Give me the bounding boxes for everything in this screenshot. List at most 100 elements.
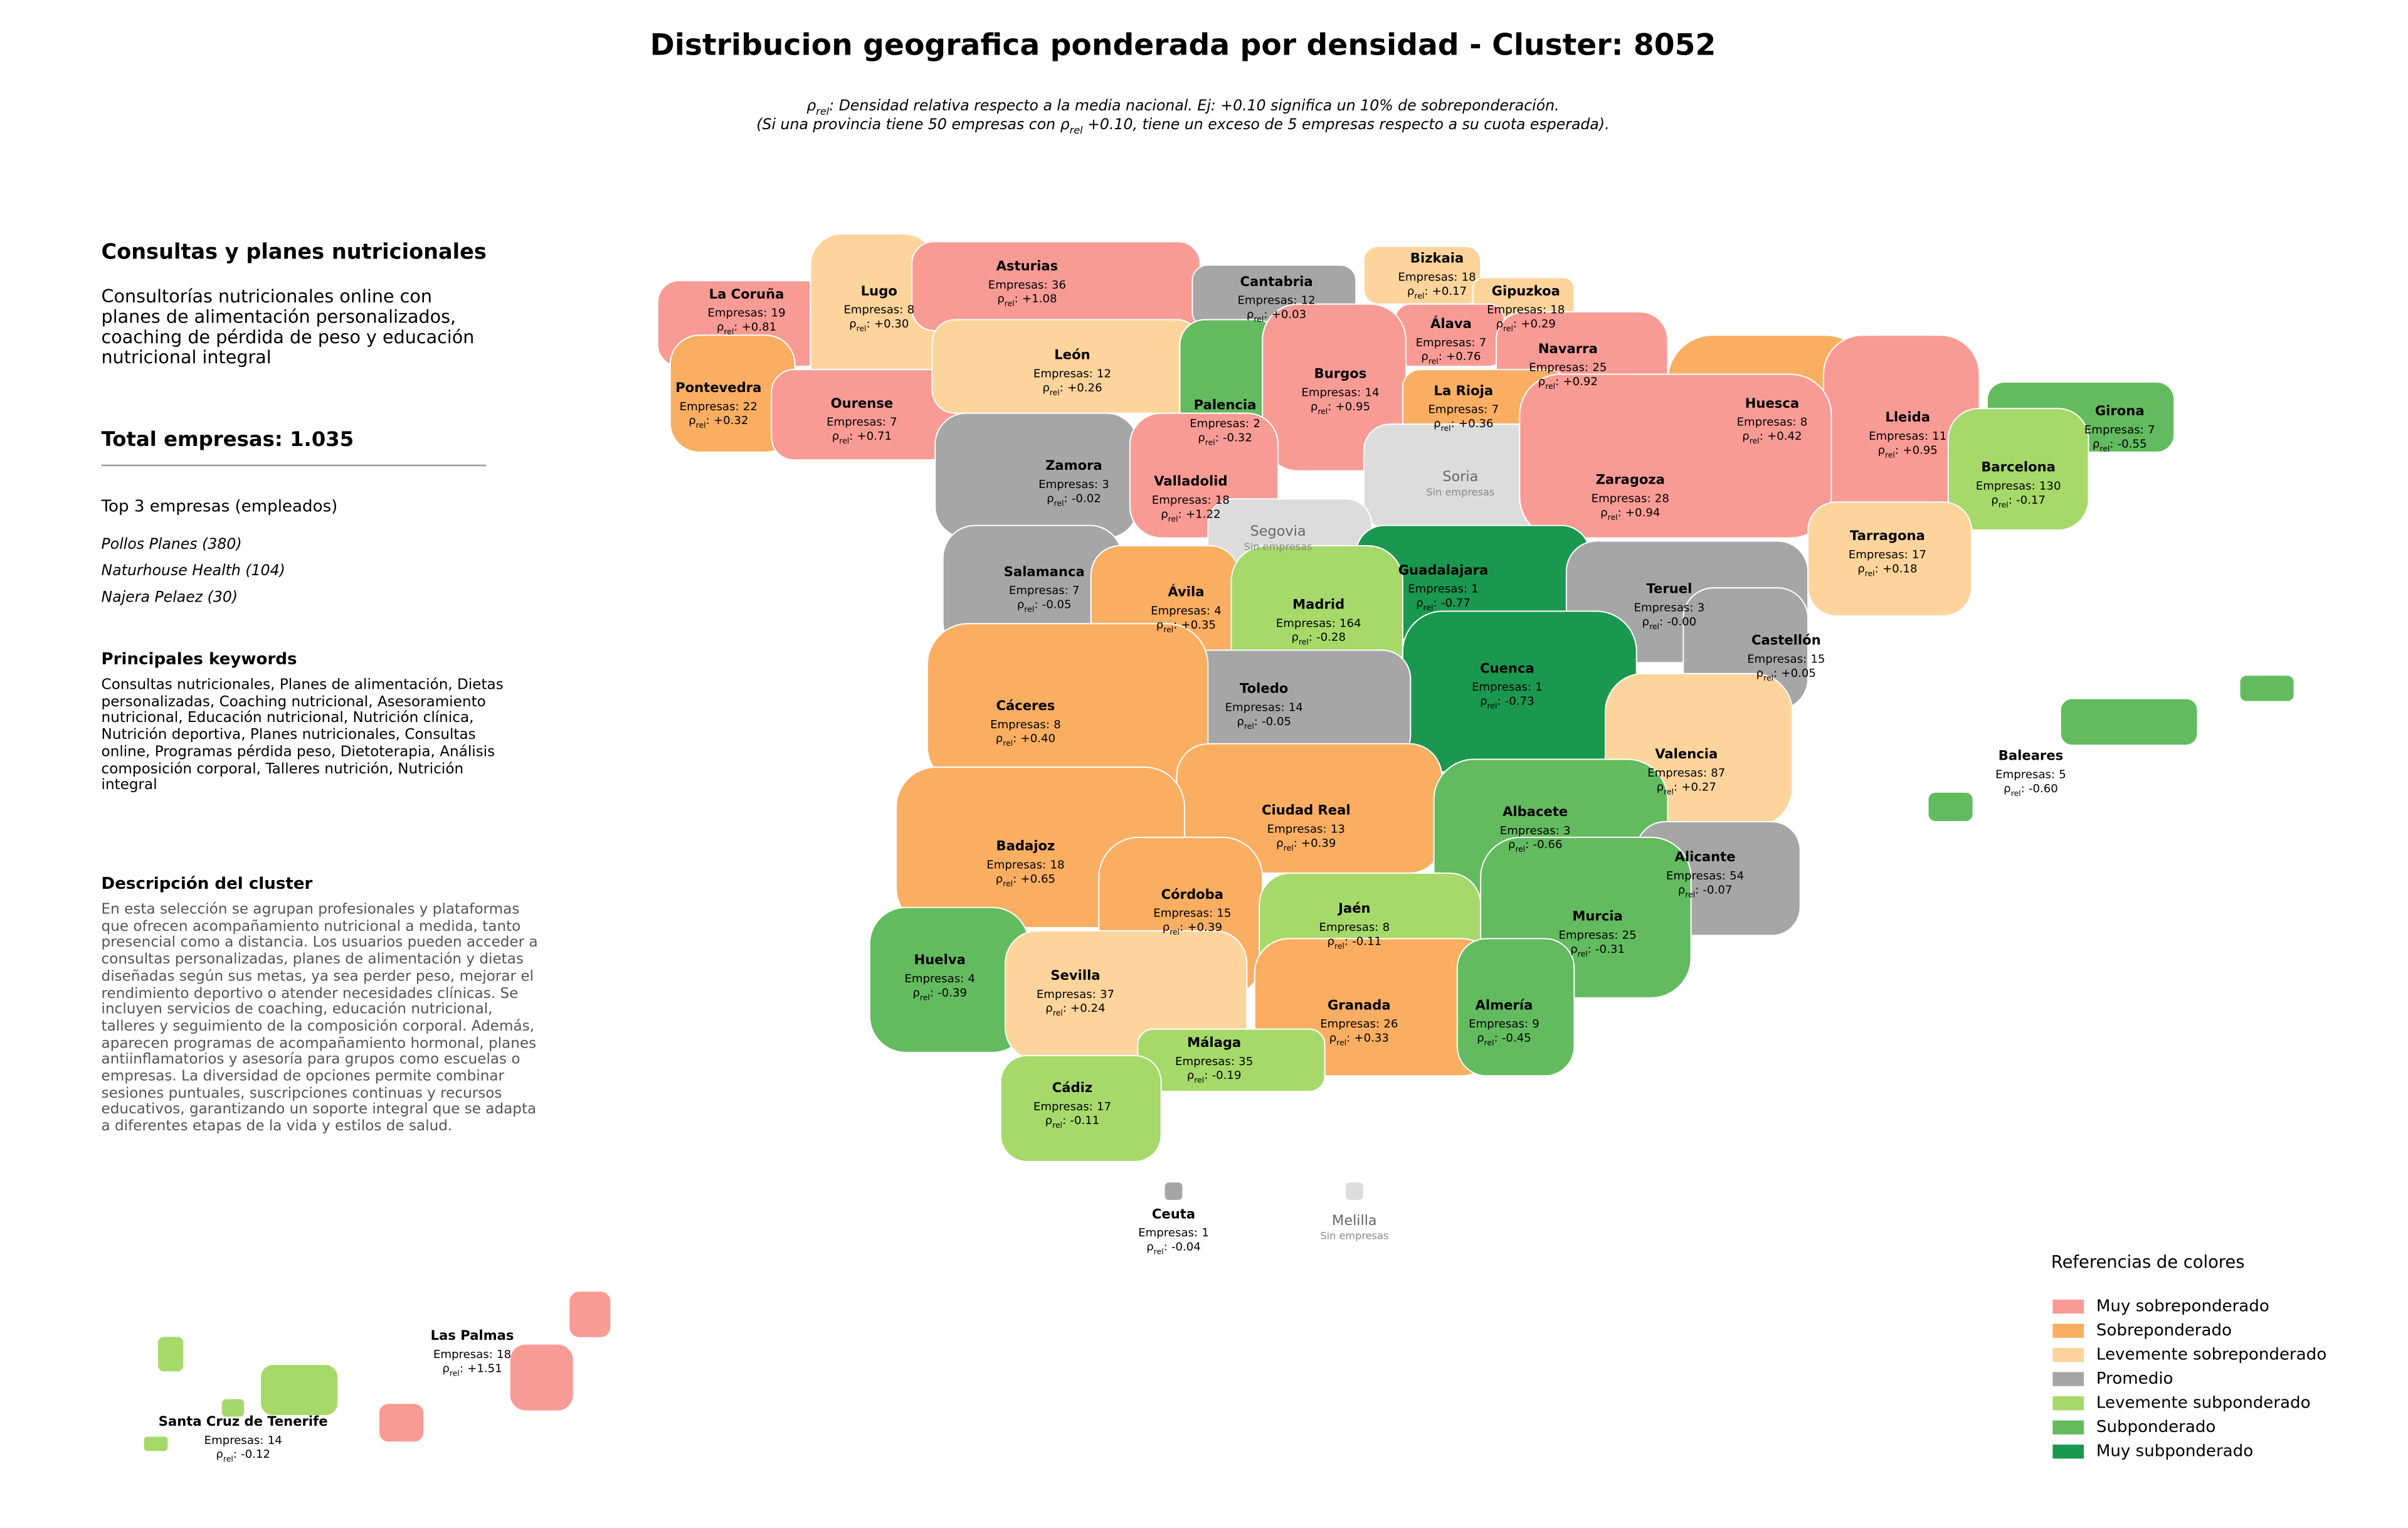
legend-label: Levemente sobreponderado bbox=[2096, 1345, 2326, 1364]
rho-separator: : bbox=[1180, 921, 1183, 934]
rho-label: ρrel: +0.24 bbox=[1045, 1002, 1105, 1017]
rho-symbol: ρ bbox=[216, 1448, 223, 1461]
empresas-count: 36 bbox=[1052, 279, 1066, 292]
empresas-count: 1 bbox=[1201, 1226, 1209, 1239]
rho-separator: : bbox=[1015, 292, 1018, 305]
rho-sub: rel bbox=[1334, 941, 1344, 950]
empresas-count: 87 bbox=[1711, 767, 1725, 780]
rho-label: ρrel: -0.11 bbox=[1045, 1114, 1100, 1130]
rho-separator: : bbox=[2110, 437, 2113, 450]
empresas-count: 22 bbox=[743, 400, 758, 413]
rho-value: +0.71 bbox=[857, 430, 892, 443]
empresas-label: Empresas: 22 bbox=[680, 400, 758, 413]
rho-separator: : bbox=[1434, 597, 1437, 610]
empresas-count: 54 bbox=[1729, 869, 1744, 883]
title: Distribucion geografica ponderada por de… bbox=[650, 28, 1716, 63]
rho-symbol: ρ bbox=[1678, 883, 1686, 896]
rho-value: +1.51 bbox=[467, 1362, 502, 1375]
rho-symbol: ρ bbox=[442, 1362, 450, 1375]
rho-symbol: ρ bbox=[1237, 715, 1244, 728]
empresas-label: Empresas: 9 bbox=[1469, 1017, 1539, 1031]
province-shape bbox=[2059, 698, 2199, 746]
rho-separator: : bbox=[1674, 780, 1677, 793]
province-shape bbox=[2239, 674, 2295, 703]
empresas-prefix: Empresas: bbox=[204, 1434, 264, 1447]
empresas-prefix: Empresas: bbox=[1976, 480, 2036, 493]
empresas-prefix: Empresas: bbox=[1190, 417, 1249, 430]
empresas-prefix: Empresas: bbox=[826, 416, 886, 429]
rho-separator: : bbox=[1062, 1114, 1066, 1127]
empresas-count: 12 bbox=[1301, 294, 1316, 307]
rho-label: ρrel: +1.51 bbox=[442, 1362, 502, 1377]
province-name: Granada bbox=[1328, 997, 1391, 1012]
empresas-label: Empresas: 18 bbox=[1487, 304, 1565, 317]
rho-symbol: ρ bbox=[1187, 1069, 1195, 1082]
rho-separator: : bbox=[1346, 1031, 1350, 1044]
rho-value: +0.95 bbox=[1336, 400, 1371, 413]
legend-swatch bbox=[2052, 1347, 2084, 1362]
empresas-prefix: Empresas: bbox=[1529, 361, 1588, 374]
empresas-label: Empresas: 13 bbox=[1267, 822, 1345, 836]
rho-symbol: ρ bbox=[1480, 695, 1487, 708]
empresas-count: 8 bbox=[1383, 921, 1390, 934]
empresas-prefix: Empresas: bbox=[1225, 701, 1285, 714]
rho-value: -0.28 bbox=[1316, 631, 1346, 644]
rho-sub: rel bbox=[1685, 889, 1695, 899]
rho-sub: rel bbox=[1999, 500, 2009, 509]
rho-value: +0.94 bbox=[1625, 506, 1661, 519]
rho-label: ρrel: +0.65 bbox=[996, 873, 1055, 888]
rho-sub: rel bbox=[1050, 388, 1060, 397]
rho-sub: rel bbox=[1649, 622, 1659, 631]
rho-label: ρrel: -0.12 bbox=[216, 1448, 270, 1463]
rho-label: ρrel: -0.02 bbox=[1047, 492, 1101, 507]
rho-value: -0.73 bbox=[1505, 695, 1534, 708]
rho-value: -0.60 bbox=[2029, 782, 2058, 795]
rho-symbol: ρ bbox=[1642, 615, 1650, 629]
empresas-count: 8 bbox=[1054, 718, 1061, 731]
empresas-label: Empresas: 25 bbox=[1558, 928, 1636, 942]
rho-separator: : bbox=[1695, 883, 1699, 896]
empresas-label: Empresas: 1 bbox=[1472, 681, 1543, 694]
rho-separator: : bbox=[1294, 837, 1297, 850]
province-shape bbox=[926, 623, 1209, 788]
rho-value: +0.39 bbox=[1187, 921, 1222, 934]
province-name: Toledo bbox=[1240, 681, 1288, 696]
rho-symbol: ρ bbox=[1017, 598, 1025, 611]
rho-sub: rel bbox=[1194, 1075, 1204, 1085]
province-shape bbox=[1927, 791, 1974, 822]
province-name: Jaén bbox=[1337, 900, 1370, 916]
rho-value: -0.07 bbox=[1703, 883, 1732, 896]
province-name: Almería bbox=[1476, 997, 1533, 1012]
legend-label: Promedio bbox=[2096, 1369, 2173, 1388]
rho-sub: rel bbox=[839, 436, 849, 445]
rho-separator: : bbox=[1013, 732, 1017, 745]
rho-value: -0.17 bbox=[2016, 494, 2046, 507]
empresas-label: Empresas: 4 bbox=[904, 972, 975, 985]
province-shape bbox=[157, 1335, 185, 1373]
empresas-count: 28 bbox=[1655, 492, 1669, 505]
province-name: Las Palmas bbox=[431, 1327, 514, 1343]
province-name: Ceuta bbox=[1152, 1206, 1195, 1221]
rho-separator: : bbox=[1254, 715, 1258, 728]
rho-symbol: ρ bbox=[1407, 285, 1415, 298]
province-shape bbox=[568, 1290, 612, 1339]
rho-symbol: ρ bbox=[1311, 400, 1318, 413]
empresas-prefix: Empresas: bbox=[843, 304, 903, 317]
empresas-count: 18 bbox=[1462, 270, 1476, 284]
empresas-count: 4 bbox=[1214, 604, 1222, 617]
rho-label: ρrel: +0.35 bbox=[1156, 618, 1216, 634]
rho-value: +0.03 bbox=[1272, 308, 1307, 321]
empresas-label: Empresas: 8 bbox=[1737, 416, 1808, 429]
rho-label: ρrel: -0.00 bbox=[1642, 615, 1697, 631]
empresas-label: Empresas: 2 bbox=[1190, 417, 1260, 430]
rho-sub: rel bbox=[1428, 356, 1439, 366]
legend-label: Muy subponderado bbox=[2096, 1442, 2253, 1461]
province-name: Cantabria bbox=[1240, 273, 1313, 289]
rho-symbol: ρ bbox=[1047, 492, 1054, 505]
rho-separator: : bbox=[1060, 381, 1064, 395]
rho-value: +0.05 bbox=[1781, 667, 1816, 680]
province-name: Valladolid bbox=[1154, 473, 1227, 489]
rho-label: ρrel: +1.08 bbox=[997, 292, 1057, 308]
rho-label: ρrel: -0.19 bbox=[1187, 1069, 1242, 1085]
rho-sub: rel bbox=[1244, 721, 1254, 731]
